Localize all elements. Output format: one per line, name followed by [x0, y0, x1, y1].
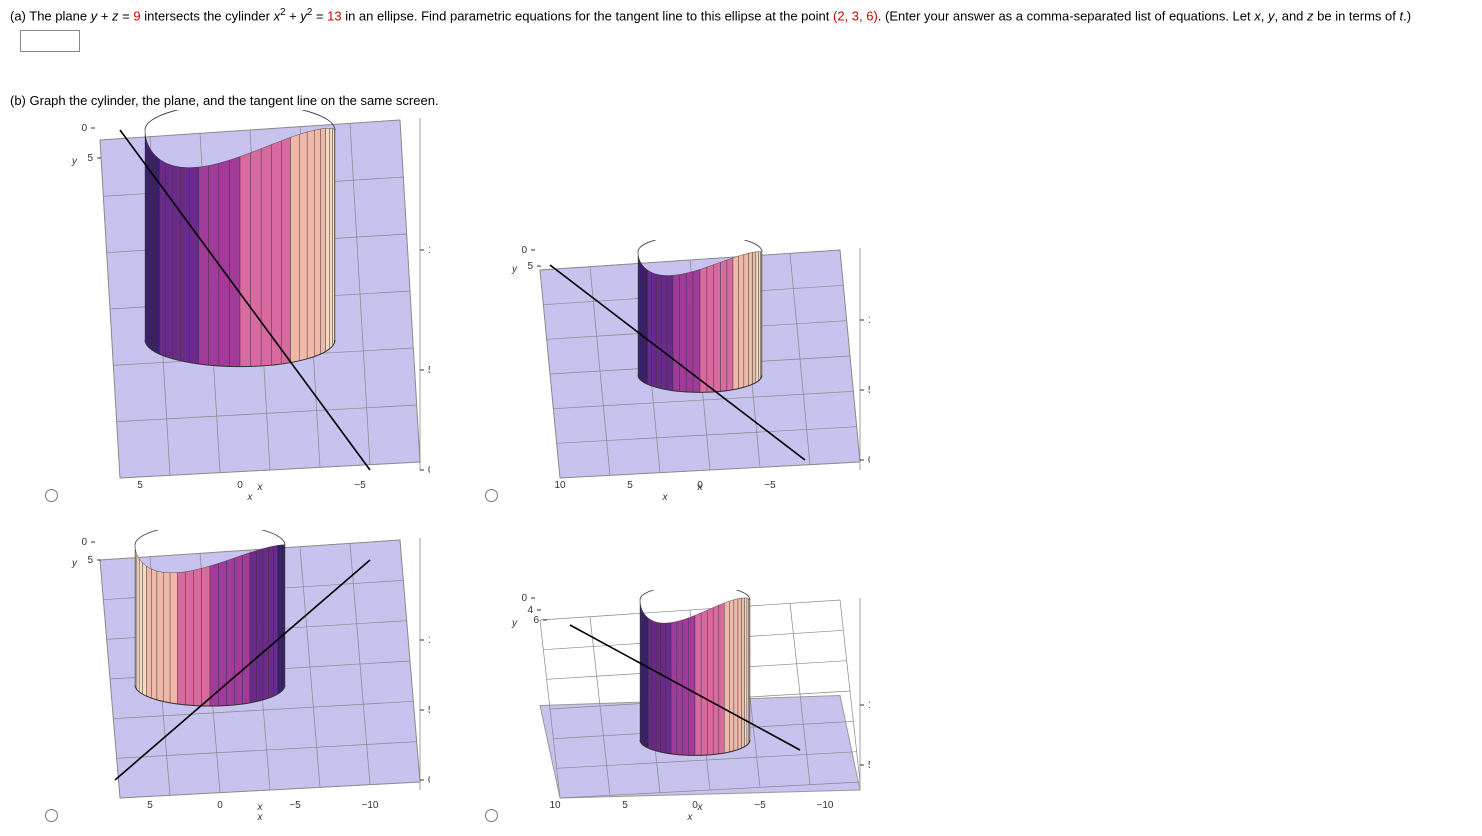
svg-text:y: y [511, 618, 518, 629]
svg-text:−10: −10 [362, 800, 379, 811]
svg-text:x: x [697, 802, 704, 813]
svg-text:5: 5 [428, 705, 430, 716]
graph-option-4-radio[interactable] [485, 809, 498, 822]
graph-1: 50−5x1050z05yx [70, 110, 430, 510]
svg-text:0: 0 [521, 245, 527, 256]
svg-text:−5: −5 [754, 800, 766, 811]
svg-text:5: 5 [428, 365, 430, 376]
svg-text:10: 10 [428, 245, 430, 256]
graph-grid: 50−5x1050z05yx 1050−5x1050z05yx 50−5−10x… [40, 110, 1472, 830]
svg-text:y: y [71, 558, 78, 569]
svg-text:0: 0 [237, 480, 243, 491]
eq-cyl-rhs: 13 [327, 8, 341, 23]
svg-text:5: 5 [137, 480, 143, 491]
svg-text:x: x [257, 812, 264, 823]
graph-option-3-radio[interactable] [45, 809, 58, 822]
graph-2: 1050−5x1050z05yx [510, 240, 870, 510]
graph-3: 50−5−10x1050z05yx [70, 530, 430, 830]
part-b-text: (b) Graph the cylinder, the plane, and t… [10, 92, 1472, 110]
svg-text:x: x [257, 482, 264, 493]
svg-text:10: 10 [868, 315, 870, 326]
svg-text:10: 10 [428, 635, 430, 646]
svg-text:y: y [71, 156, 78, 167]
graph-option-1-radio[interactable] [45, 489, 58, 502]
svg-text:0: 0 [428, 775, 430, 786]
graph-4: 1050−5−10x105z046yx [510, 590, 870, 830]
graph-option-2-radio[interactable] [485, 489, 498, 502]
svg-text:x: x [697, 482, 704, 493]
svg-text:−5: −5 [289, 800, 301, 811]
svg-text:x: x [687, 812, 694, 823]
svg-text:0: 0 [521, 593, 527, 604]
svg-text:5: 5 [627, 480, 633, 491]
svg-text:5: 5 [147, 800, 153, 811]
svg-text:0: 0 [81, 123, 87, 134]
answer-input[interactable] [20, 30, 80, 52]
text-prefix: (a) The plane [10, 8, 91, 23]
svg-text:x: x [247, 492, 254, 503]
part-a-text: (a) The plane y + z = 9 intersects the c… [10, 6, 1472, 26]
svg-text:5: 5 [87, 153, 93, 164]
svg-text:0: 0 [217, 800, 223, 811]
svg-text:5: 5 [868, 760, 870, 771]
point: (2, 3, 6) [833, 8, 878, 23]
svg-text:0: 0 [81, 537, 87, 548]
svg-text:5: 5 [87, 555, 93, 566]
svg-text:−5: −5 [354, 480, 366, 491]
svg-text:10: 10 [549, 800, 561, 811]
svg-text:5: 5 [868, 385, 870, 396]
svg-text:10: 10 [868, 700, 870, 711]
svg-text:5: 5 [622, 800, 628, 811]
svg-text:x: x [662, 492, 669, 503]
svg-text:y: y [511, 264, 518, 275]
svg-text:0: 0 [428, 465, 430, 476]
svg-text:0: 0 [868, 455, 870, 466]
svg-text:6: 6 [533, 615, 539, 626]
eq-plane-rhs: 9 [133, 8, 140, 23]
svg-text:−5: −5 [764, 480, 776, 491]
svg-text:10: 10 [554, 480, 566, 491]
svg-text:−10: −10 [817, 800, 834, 811]
svg-text:5: 5 [527, 261, 533, 272]
